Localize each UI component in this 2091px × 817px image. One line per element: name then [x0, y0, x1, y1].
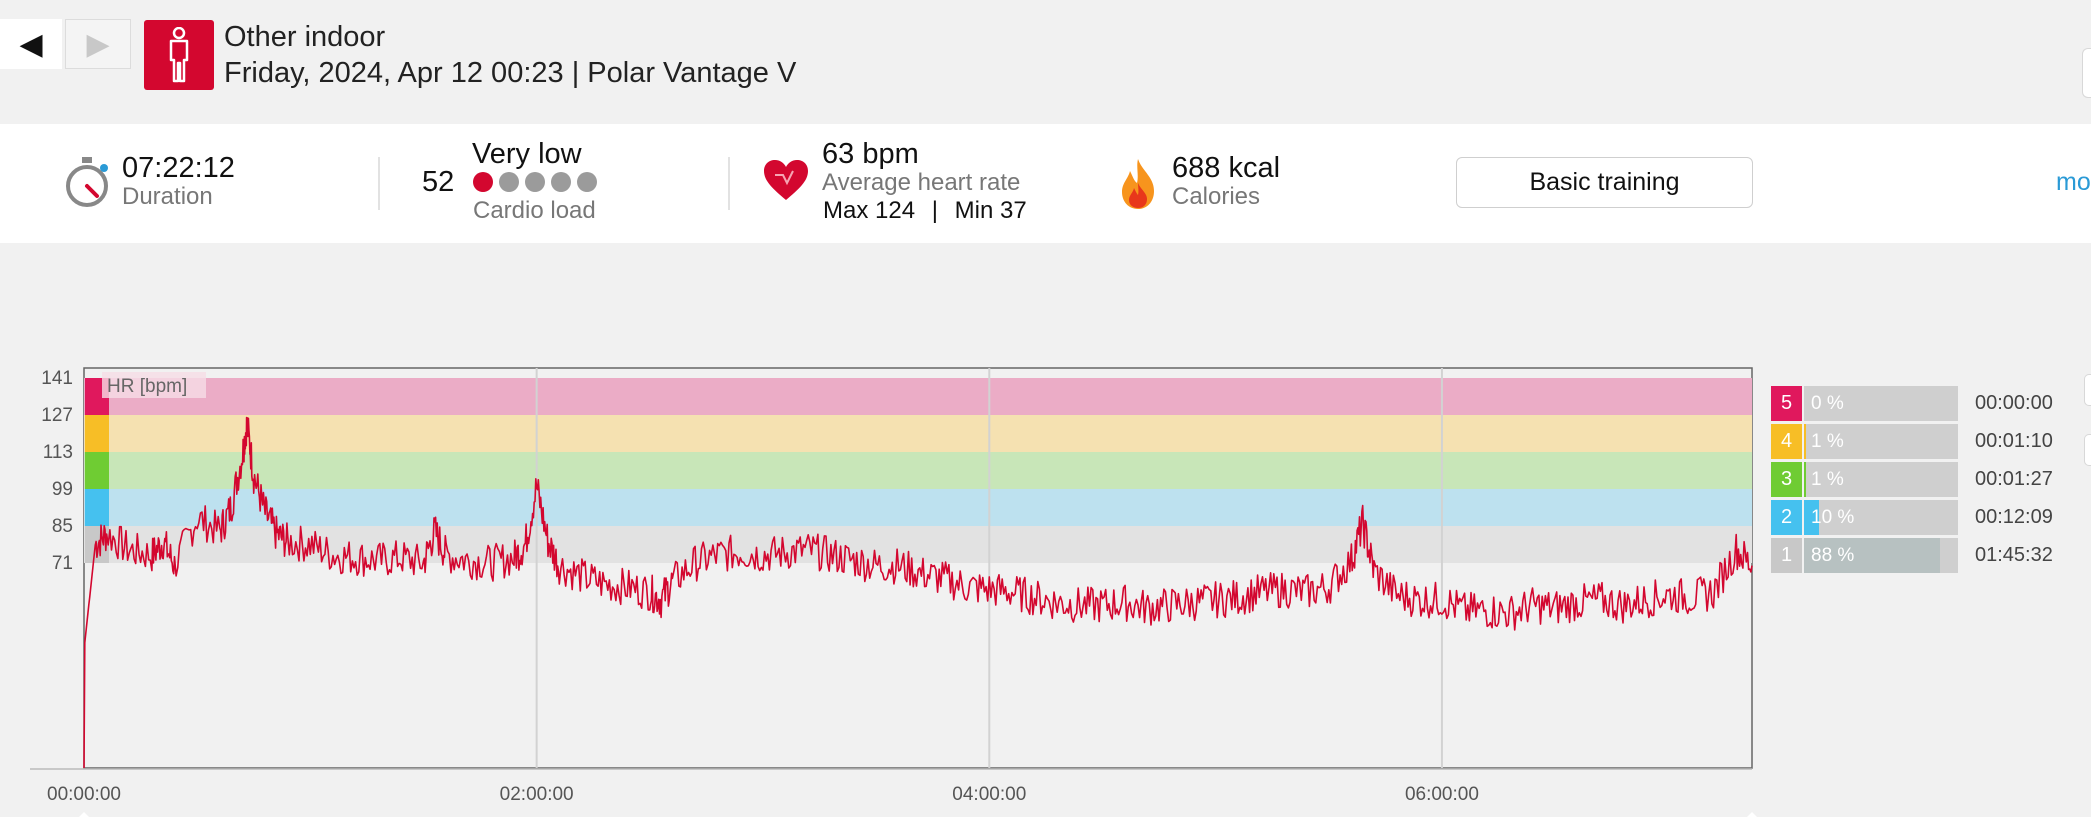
zone-number: 2	[1771, 500, 1802, 535]
zone-row: 4 1 % 00:01:10	[1771, 424, 2053, 459]
x-tick-label: 00:00:00	[47, 784, 121, 805]
zone-band	[84, 526, 1752, 563]
hr-max: Max 124	[823, 197, 916, 224]
cardio-load-dot	[551, 172, 571, 192]
side-panel-tab[interactable]	[2084, 434, 2091, 466]
cardio-load-dot	[525, 172, 545, 192]
zone-band-marker	[85, 415, 109, 452]
arrow-left-icon: ◀	[19, 27, 43, 61]
zone-row: 1 88 % 01:45:32	[1771, 538, 2053, 573]
zone-percent: 88 %	[1811, 545, 1855, 566]
more-link[interactable]: mo	[2056, 168, 2091, 196]
side-panel-tab[interactable]	[2082, 48, 2091, 98]
zone-bar-fill	[1804, 424, 1806, 459]
training-benefit-button[interactable]: Basic training	[1456, 157, 1753, 208]
avg-hr-label: Average heart rate	[822, 169, 1021, 196]
hr-min: Min 37	[954, 197, 1027, 224]
zone-percent: 1 %	[1811, 431, 1844, 452]
summary-band: 07:22:12 Duration 52 Very low Cardio loa…	[0, 124, 2091, 243]
person-standing-icon	[169, 27, 189, 83]
zone-band-marker	[85, 452, 109, 489]
avg-hr-value: 63 bpm	[822, 138, 919, 170]
y-tick-label: 127	[41, 405, 73, 426]
zone-percent: 1 %	[1811, 469, 1844, 490]
duration-value: 07:22:12	[122, 152, 235, 184]
x-tick-label: 06:00:00	[1405, 784, 1479, 805]
cardio-load-label: Cardio load	[473, 197, 596, 224]
zone-time: 00:12:09	[1975, 506, 2053, 528]
x-tick-label: 04:00:00	[952, 784, 1026, 805]
zone-bar-track	[1804, 386, 1958, 421]
zone-time: 00:01:27	[1975, 468, 2053, 490]
zone-time: 01:45:32	[1975, 544, 2053, 566]
series-label: HR [bpm]	[107, 376, 187, 397]
y-tick-label: 85	[52, 516, 73, 537]
zone-band-marker	[85, 489, 109, 526]
cardio-load-dot	[499, 172, 519, 192]
zone-bar-track	[1804, 500, 1958, 535]
stopwatch-icon	[66, 157, 108, 207]
cardio-load-level: Very low	[472, 138, 582, 170]
series-label-bg	[102, 372, 206, 398]
calories-label: Calories	[1172, 183, 1261, 210]
forward-button[interactable]: ▶	[65, 19, 131, 69]
cardio-load-dot	[473, 172, 493, 192]
hr-chart[interactable]: 141 127 113 99 85 71 00:00:00 02:00:00 04:00:00 0…	[0, 360, 1760, 817]
cardio-load-value: 52	[422, 166, 455, 198]
calories-value: 688 kcal	[1172, 152, 1281, 184]
range-handle-right[interactable]	[1740, 812, 1760, 817]
hr-chart-area: 141 127 113 99 85 71 00:00:00 02:00:00 04:00:00 0…	[0, 360, 2091, 817]
zone-row: 3 1 % 00:01:27	[1771, 462, 2053, 497]
duration-label: Duration	[122, 183, 213, 210]
flame-icon	[1122, 159, 1154, 209]
zone-band	[84, 452, 1752, 489]
range-handle-left[interactable]	[72, 812, 96, 817]
back-button[interactable]: ◀	[0, 19, 62, 69]
zone-band	[84, 489, 1752, 526]
zone-bar-fill	[1804, 538, 1940, 573]
x-tick-label: 02:00:00	[500, 784, 574, 805]
y-tick-label: 113	[43, 442, 73, 463]
zone-bar-fill	[1804, 500, 1819, 535]
y-tick-label: 99	[52, 479, 73, 500]
divider	[378, 157, 380, 210]
zone-band	[84, 378, 1752, 415]
zone-number: 4	[1771, 424, 1802, 459]
y-tick-label: 141	[41, 368, 73, 389]
zone-bar-track	[1804, 462, 1958, 497]
session-subtitle: Friday, 2024, Apr 12 00:23 | Polar Vanta…	[224, 57, 797, 89]
arrow-right-icon: ▶	[86, 27, 110, 61]
y-tick-label: 71	[52, 553, 73, 574]
hr-range-separator: |	[931, 197, 938, 224]
zone-number: 1	[1771, 538, 1802, 573]
zone-number: 5	[1771, 386, 1802, 421]
sport-badge	[144, 20, 214, 90]
divider	[728, 157, 730, 210]
cardio-load-dots	[473, 172, 613, 194]
zone-time: 00:01:10	[1975, 430, 2053, 452]
zone-bar-track	[1804, 424, 1958, 459]
cardio-load-dot	[577, 172, 597, 192]
heart-icon	[764, 160, 808, 200]
zone-band	[84, 415, 1752, 452]
sport-title: Other indoor	[224, 21, 386, 53]
zone-number: 3	[1771, 462, 1802, 497]
zone-bar-fill	[1804, 462, 1806, 497]
zone-time: 00:00:00	[1975, 392, 2053, 414]
hr-range: Max 124 | Min 37	[823, 197, 1027, 225]
zone-row: 5 0 % 00:00:00	[1771, 386, 2053, 421]
side-panel-tab[interactable]	[2084, 374, 2091, 406]
zone-percent: 0 %	[1811, 393, 1844, 414]
zone-percent: 10 %	[1811, 507, 1855, 528]
hr-series-line	[83, 416, 1753, 769]
zone-row: 2 10 % 00:12:09	[1771, 500, 2053, 535]
